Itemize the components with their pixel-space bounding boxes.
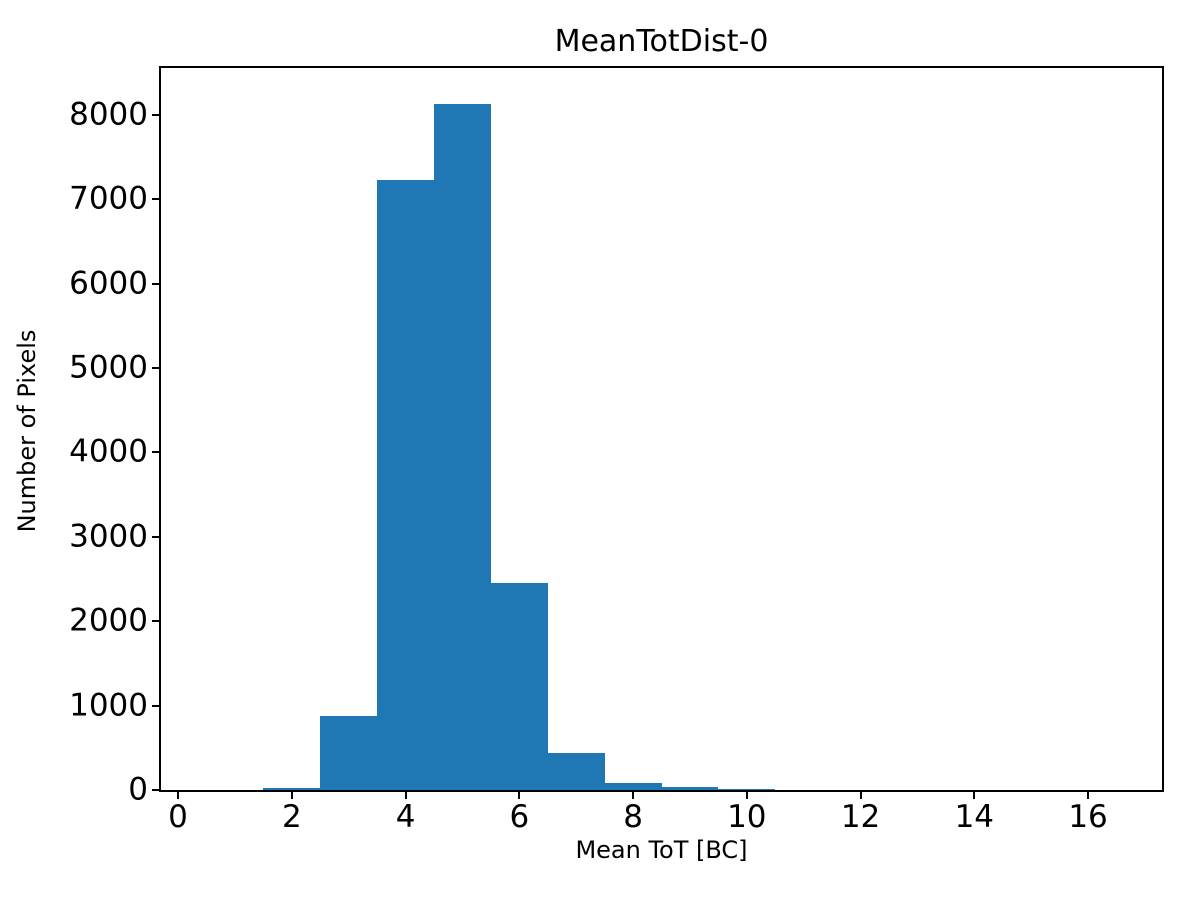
x-tick-label: 16 xyxy=(1068,799,1108,835)
y-tick-mark xyxy=(152,535,161,538)
x-tick-label: 8 xyxy=(623,799,643,835)
x-tick-mark xyxy=(973,790,976,799)
y-tick-mark xyxy=(152,704,161,707)
histogram-bar xyxy=(377,180,434,790)
plot-area: 0 2 4 6 8 10 12 14 16 0 1000 2000 3000 4000 5000 6000 7… xyxy=(69,66,1164,833)
chart-title: MeanTotDist-0 xyxy=(554,24,769,59)
x-tick-mark xyxy=(745,790,748,799)
y-axis-label: Number of Pixels xyxy=(13,329,41,533)
y-tick-mark xyxy=(152,282,161,285)
x-tick-label: 2 xyxy=(281,799,302,835)
y-tick-label: 8000 xyxy=(69,96,148,133)
y-tick-mark xyxy=(152,451,161,454)
y-tick-mark xyxy=(152,366,161,369)
y-tick-label: 1000 xyxy=(69,687,148,724)
histogram-bar xyxy=(604,783,662,790)
y-tick-label: 3000 xyxy=(69,518,148,555)
x-tick-mark xyxy=(177,790,180,799)
histogram-bar xyxy=(320,715,378,790)
x-tick-label: 0 xyxy=(168,799,188,835)
y-tick-mark xyxy=(152,789,161,791)
y-tick-label: 7000 xyxy=(69,180,148,217)
histogram-bars xyxy=(161,68,1162,790)
x-tick-mark xyxy=(290,790,293,799)
y-tick-mark xyxy=(152,198,161,201)
x-tick-mark xyxy=(404,790,407,799)
x-tick-label: 6 xyxy=(509,799,530,835)
x-tick-mark xyxy=(518,790,521,799)
x-tick-label: 14 xyxy=(954,799,995,835)
y-tick-label: 2000 xyxy=(69,602,148,639)
x-tick-mark xyxy=(1087,790,1090,799)
y-tick-label: 6000 xyxy=(69,265,148,302)
histogram-bar xyxy=(263,787,321,790)
x-tick-label: 4 xyxy=(395,799,416,835)
y-tick-label: 0 xyxy=(128,771,148,808)
y-tick-mark xyxy=(152,620,161,623)
x-tick-label: 10 xyxy=(727,799,767,835)
x-axis-label: Mean ToT [BC] xyxy=(575,836,748,864)
x-tick-mark xyxy=(859,790,862,799)
histogram-bar xyxy=(547,753,605,790)
y-tick-mark xyxy=(152,113,161,116)
x-tick-label: 12 xyxy=(840,799,881,835)
histogram-bar xyxy=(661,787,719,790)
histogram-bar xyxy=(490,583,548,790)
x-tick-mark xyxy=(632,790,635,799)
histogram-bar xyxy=(434,104,491,790)
y-tick-label: 5000 xyxy=(69,349,148,386)
y-tick-label: 4000 xyxy=(69,433,148,470)
histogram-bar xyxy=(718,788,776,790)
